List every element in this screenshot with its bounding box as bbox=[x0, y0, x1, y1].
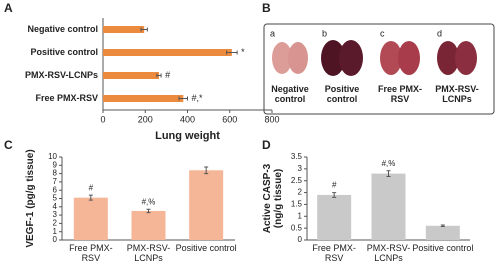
bar bbox=[103, 95, 184, 102]
y-tick-label: 0 bbox=[298, 235, 303, 244]
x-axis-label: Lung weight bbox=[155, 130, 220, 142]
photo-letter: c bbox=[380, 28, 385, 38]
lung-photo bbox=[455, 41, 477, 75]
y-tick-label: 7 bbox=[53, 177, 58, 186]
photo-label: Negative control bbox=[271, 84, 309, 104]
y-axis-label: VEGF-1 (pg/g tissue) bbox=[25, 149, 36, 247]
lung-photo bbox=[398, 41, 420, 75]
x-tick-label: 600 bbox=[222, 114, 237, 124]
photo-letter: d bbox=[437, 28, 442, 38]
panel-letter: A bbox=[4, 1, 13, 15]
x-tick-label: Positive control bbox=[176, 243, 237, 253]
y-tick-label: 1 bbox=[298, 211, 303, 220]
error-bar bbox=[156, 73, 162, 78]
photo-label: PMX-RSV-LCNPs bbox=[435, 84, 479, 104]
photo-letter: b bbox=[322, 28, 327, 38]
x-tick-label: Free PMX-RSV bbox=[312, 243, 356, 263]
photo-letter: a bbox=[270, 28, 275, 38]
x-tick-label: 0 bbox=[100, 114, 105, 124]
bar bbox=[371, 173, 406, 240]
lung-photo bbox=[437, 41, 459, 75]
bar bbox=[103, 49, 232, 56]
y-tick-label: 0.5 bbox=[291, 223, 303, 232]
x-tick-label: PMX-RSV-LCNPs bbox=[367, 243, 411, 263]
error-bar bbox=[140, 27, 148, 32]
y-tick-label: 3 bbox=[53, 210, 58, 219]
annotation: #,* bbox=[192, 93, 204, 103]
error-bar bbox=[88, 194, 93, 201]
lung-photo bbox=[380, 41, 402, 75]
bar bbox=[73, 197, 108, 240]
x-tick-label: PMX-RSV-LCNPs bbox=[127, 243, 171, 263]
photo-label: Free PMX-RSV bbox=[378, 84, 422, 104]
lung-photo bbox=[272, 42, 292, 74]
error-bar bbox=[386, 170, 391, 177]
y-tick-label: Positive control bbox=[30, 47, 98, 57]
bar bbox=[189, 170, 224, 240]
y-tick-label: 2.5 bbox=[291, 176, 303, 185]
x-tick-label: Free PMX-RSV bbox=[69, 243, 113, 263]
bar bbox=[103, 72, 159, 79]
y-tick-label: 5 bbox=[53, 194, 58, 203]
y-tick-label: Negative control bbox=[27, 24, 98, 34]
lung-photo bbox=[288, 42, 308, 74]
annotation: * bbox=[241, 47, 245, 57]
error-bar bbox=[332, 192, 337, 198]
x-tick-label: 800 bbox=[264, 114, 279, 124]
bar bbox=[103, 26, 145, 33]
error-bar bbox=[178, 96, 188, 101]
y-tick-label: 9 bbox=[53, 160, 58, 169]
error-bar bbox=[204, 166, 209, 175]
annotation: #,% bbox=[382, 159, 396, 168]
panel-letter: D bbox=[262, 138, 271, 152]
panel-letter: B bbox=[262, 1, 271, 15]
y-tick-label: 2 bbox=[298, 188, 303, 197]
y-tick-label: Free PMX-RSV bbox=[35, 93, 98, 103]
error-bar bbox=[440, 224, 445, 227]
annotation: # bbox=[89, 183, 94, 192]
x-tick-label: Positive control bbox=[412, 243, 473, 253]
panel-letter: C bbox=[4, 138, 13, 152]
y-tick-label: 8 bbox=[53, 169, 58, 178]
y-tick-label: 2 bbox=[53, 219, 58, 228]
y-tick-label: PMX-RSV-LCNPs bbox=[25, 70, 98, 80]
y-tick-label: 6 bbox=[53, 185, 58, 194]
y-tick-label: 1 bbox=[53, 227, 58, 236]
y-tick-label: 4 bbox=[53, 202, 58, 211]
y-tick-label: 1.5 bbox=[291, 200, 303, 209]
error-bar bbox=[146, 208, 151, 214]
photo-label: Positive control bbox=[325, 84, 360, 104]
y-tick-label: 3.5 bbox=[291, 152, 303, 161]
y-tick-label: 0 bbox=[53, 235, 58, 244]
x-tick-label: 200 bbox=[138, 114, 153, 124]
lung-photo bbox=[321, 40, 345, 76]
annotation: # bbox=[332, 181, 337, 190]
bar bbox=[131, 210, 166, 240]
annotation: #,% bbox=[142, 197, 156, 206]
y-tick-label: 10 bbox=[48, 152, 57, 161]
lungs bbox=[272, 40, 477, 76]
y-axis-label: Active CASP-3(ng/g tissue) bbox=[262, 163, 284, 233]
annotation: # bbox=[165, 70, 170, 80]
x-tick-label: 400 bbox=[180, 114, 195, 124]
error-bar bbox=[226, 50, 238, 55]
y-tick-label: 3 bbox=[298, 164, 303, 173]
bar bbox=[425, 225, 460, 240]
photo-frame bbox=[263, 23, 495, 115]
lung-photo bbox=[339, 40, 363, 76]
bar bbox=[317, 194, 352, 240]
